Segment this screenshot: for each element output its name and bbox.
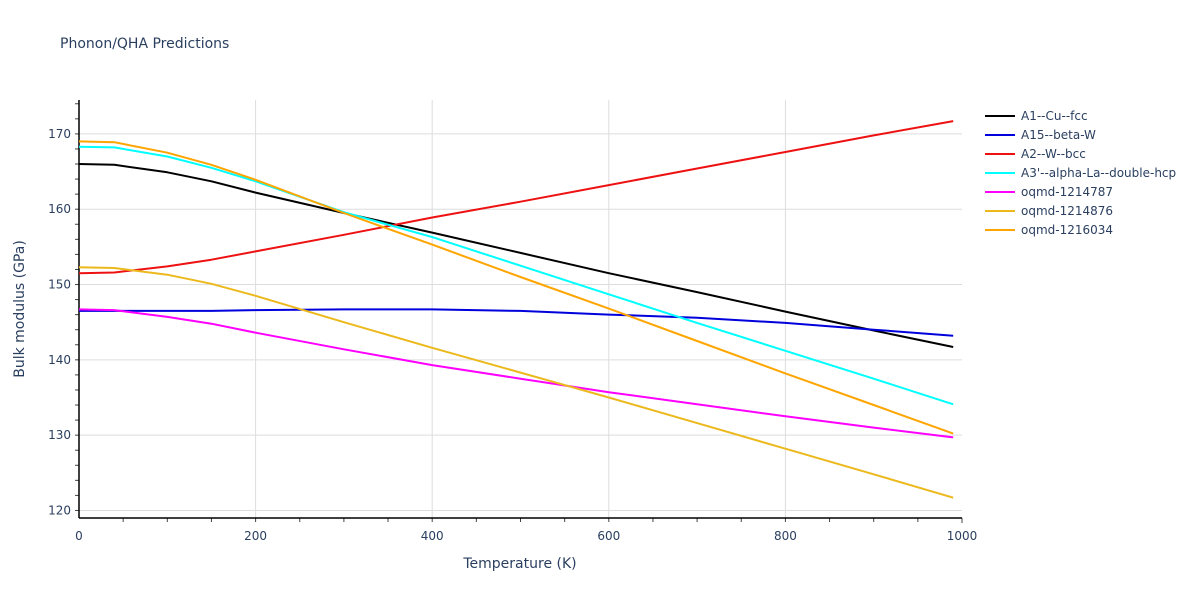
x-tick-label: 800 xyxy=(774,529,797,543)
y-tick-label: 120 xyxy=(48,503,71,517)
y-tick-label: 160 xyxy=(48,202,71,216)
legend-swatch-icon xyxy=(985,171,1015,174)
y-tick-label: 170 xyxy=(48,127,71,141)
legend-item[interactable]: oqmd-1216034 xyxy=(985,220,1176,239)
legend-swatch-icon xyxy=(985,190,1015,193)
y-tick-label: 130 xyxy=(48,428,71,442)
series-line-3 xyxy=(78,145,954,406)
legend-label: A2--W--bcc xyxy=(1021,146,1086,161)
x-tick-label: 200 xyxy=(244,529,267,543)
legend-label: oqmd-1216034 xyxy=(1021,222,1114,237)
legend-swatch-icon xyxy=(985,209,1015,212)
series-line-5 xyxy=(78,266,954,499)
x-tick-label: 0 xyxy=(75,529,83,543)
legend-item[interactable]: A3'--alpha-La--double-hcp xyxy=(985,163,1176,182)
series-line-0 xyxy=(78,163,954,348)
x-tick-label: 1000 xyxy=(947,529,978,543)
legend-label: oqmd-1214876 xyxy=(1021,203,1114,218)
legend-label: A3'--alpha-La--double-hcp xyxy=(1021,165,1177,180)
y-tick-label: 150 xyxy=(48,278,71,292)
legend-label: A15--beta-W xyxy=(1021,127,1096,142)
legend-label: oqmd-1214787 xyxy=(1021,184,1114,199)
x-tick-label: 400 xyxy=(421,529,444,543)
legend-item[interactable]: A2--W--bcc xyxy=(985,144,1176,163)
series-line-4 xyxy=(78,308,954,439)
y-tick-label: 140 xyxy=(48,353,71,367)
legend-item[interactable]: A1--Cu--fcc xyxy=(985,106,1176,125)
series-line-2 xyxy=(78,120,954,275)
legend-swatch-icon xyxy=(985,133,1015,136)
x-tick-label: 600 xyxy=(597,529,620,543)
series-line-1 xyxy=(79,308,954,337)
axes: 0 200 400 600 800 1000 120 130 140 150 160 170 xyxy=(48,100,977,543)
chart-title: Phonon/QHA Predictions xyxy=(60,36,230,52)
data-lines xyxy=(78,120,954,499)
legend-swatch-icon xyxy=(985,152,1015,155)
legend-swatch-icon xyxy=(985,114,1015,117)
legend-item[interactable]: oqmd-1214787 xyxy=(985,182,1176,201)
series-line-6 xyxy=(78,140,954,435)
gridlines xyxy=(79,100,962,518)
legend-item[interactable]: oqmd-1214876 xyxy=(985,201,1176,220)
x-axis-title: Temperature (K) xyxy=(462,556,576,572)
legend-swatch-icon xyxy=(985,228,1015,231)
legend-item[interactable]: A15--beta-W xyxy=(985,125,1176,144)
legend: A1--Cu--fcc A15--beta-W A2--W--bcc A3'--alp… xyxy=(985,106,1176,239)
legend-label: A1--Cu--fcc xyxy=(1021,108,1088,123)
y-axis-title: Bulk modulus (GPa) xyxy=(12,240,28,378)
